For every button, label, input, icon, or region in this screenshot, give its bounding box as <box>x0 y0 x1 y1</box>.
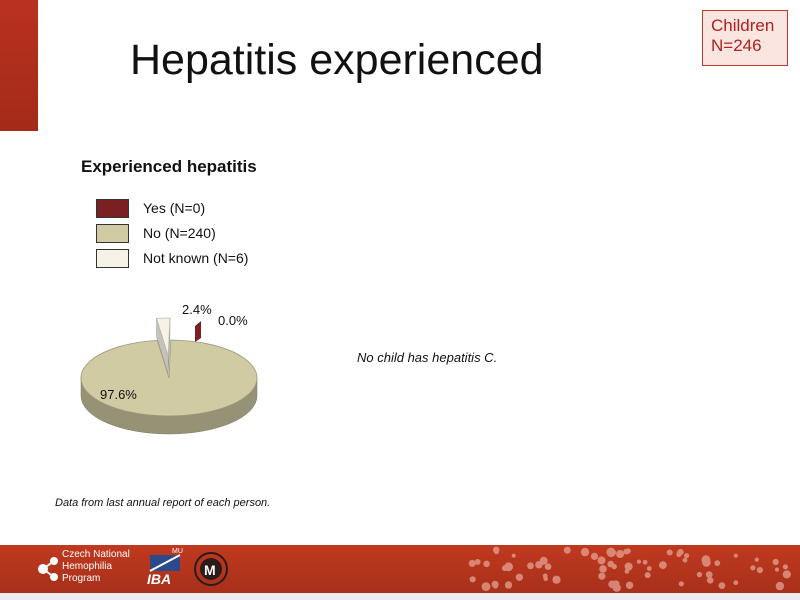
footer-dot <box>642 559 648 565</box>
legend-label-yes: Yes (N=0) <box>143 200 206 216</box>
cohort-label: Children <box>711 16 775 35</box>
footnote: Data from last annual report of each per… <box>55 497 271 509</box>
footer-dot <box>494 549 499 555</box>
pie-slice-not <box>155 317 171 357</box>
footer-dot <box>682 557 688 563</box>
footer-dot <box>625 581 634 589</box>
footer-bottom-strip <box>0 593 800 600</box>
footer-dot <box>511 553 516 558</box>
brand-line-2: Hemophilia <box>62 561 113 572</box>
footer-dot <box>644 572 651 579</box>
university-seal-icon: M <box>194 552 228 586</box>
footer-dot <box>624 562 633 571</box>
footer-dot <box>539 556 548 565</box>
cohort-count: N=246 <box>711 36 762 55</box>
footer-dot <box>676 551 682 557</box>
footer-dot <box>599 565 607 573</box>
footer-dot <box>616 550 625 558</box>
footer-bar: MU IBA M Czech National Hemophilia Progr… <box>0 545 800 593</box>
footer-dot <box>483 560 490 567</box>
footer-dot <box>666 549 673 556</box>
footer-dot <box>598 572 606 580</box>
accent-side-bar <box>0 0 38 131</box>
footer-dot <box>607 560 614 568</box>
footer-dot <box>750 565 756 571</box>
footer-dot <box>527 562 534 570</box>
footer-dot <box>469 576 476 583</box>
footer-dot <box>580 547 590 557</box>
footer-dot-pattern <box>468 546 791 592</box>
footer-dot <box>563 546 571 554</box>
footer-dot <box>501 565 508 572</box>
footer-dot <box>714 560 721 566</box>
legend-label-no: No (N=240) <box>143 225 216 241</box>
brand-line-1: Czech National <box>62 549 130 560</box>
brand-text: Czech National Hemophilia Program <box>62 549 130 585</box>
footer-dot <box>636 559 642 564</box>
footer-dot <box>782 564 789 570</box>
brand-network-icon <box>38 557 58 581</box>
footer-dot <box>756 567 764 574</box>
footer-dot <box>775 581 785 591</box>
legend-swatch-not-known <box>96 249 129 268</box>
pie-label-not-known: 2.4% <box>182 302 212 317</box>
footer-dot <box>597 556 606 565</box>
footer-dot <box>678 581 684 587</box>
legend-swatch-yes <box>96 199 129 218</box>
footer-dot <box>684 553 690 559</box>
brand-line-3: Program <box>62 573 101 584</box>
footer-dot <box>772 558 779 566</box>
footer-dot <box>706 577 714 584</box>
footer-dot <box>705 571 713 578</box>
pie-slice-no <box>80 339 258 417</box>
chart-title: Experienced hepatitis <box>81 157 257 176</box>
iba-sup-text: MU <box>172 548 183 555</box>
page-title: Hepatitis experienced <box>130 36 544 84</box>
footer-dot <box>623 548 630 555</box>
footer-dot <box>515 573 524 581</box>
footer-dot <box>504 581 513 589</box>
footer-dot <box>774 567 780 572</box>
legend-swatch-no <box>96 224 129 243</box>
cohort-badge: Children N=246 <box>702 10 788 66</box>
footer-dot <box>733 580 739 586</box>
footer-dot <box>718 582 726 589</box>
footer-dot <box>468 559 476 567</box>
footer-dot <box>481 582 491 591</box>
pie-chart: 2.4% 0.0% 97.6% <box>80 302 258 435</box>
footer-dot <box>606 547 616 557</box>
footer-dot <box>590 552 599 560</box>
legend-label-not-known: Not known (N=6) <box>143 250 249 266</box>
footer-dot <box>492 583 499 589</box>
pie-label-yes: 0.0% <box>218 313 248 328</box>
footer-dot <box>552 575 561 584</box>
footer-dot <box>702 558 711 567</box>
footer-dot <box>474 559 481 565</box>
iba-logo: MU IBA <box>147 548 183 587</box>
iba-text: IBA <box>147 571 171 587</box>
pie-label-no: 97.6% <box>100 387 137 402</box>
chart-note: No child has hepatitis C. <box>357 350 498 365</box>
footer-dot <box>544 563 552 570</box>
footer-decoration: MU IBA M <box>38 546 791 592</box>
footer-dot <box>733 553 738 558</box>
footer-dot <box>784 573 790 578</box>
svg-text:M: M <box>204 562 216 578</box>
footer-dot <box>646 566 652 571</box>
footer-dot <box>696 571 703 578</box>
footer-dot <box>608 580 616 589</box>
pie-slice-yes <box>195 321 201 342</box>
footer-dot <box>754 557 759 562</box>
footer-dot <box>543 576 548 581</box>
footer-dot <box>659 561 667 569</box>
